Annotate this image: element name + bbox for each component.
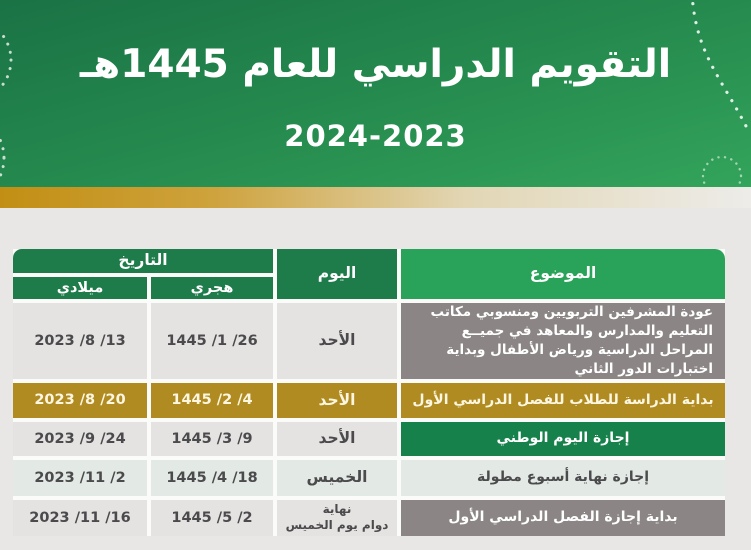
row-4-subject: إجازة نهاية أسبوع مطولة: [401, 460, 725, 496]
row-1-subject: عودة المشرفين التربويين ومنسوبي مكاتب ال…: [401, 303, 725, 379]
row-3-subject: إجازة اليوم الوطني: [401, 422, 725, 456]
row-5-day-line-2: دوام يوم الخميس: [285, 518, 389, 532]
header-date-group: التاريخ: [13, 249, 273, 273]
row-2-hijri-date: 4/ 2/ 1445: [151, 383, 273, 418]
header-banner: التقويم الدراسي للعام 1445هـ 2024-2023: [0, 0, 751, 187]
row-4-gregorian-date: 2/ 11/ 2023: [13, 460, 147, 496]
row-5-hijri-date: 2/ 5/ 1445: [151, 500, 273, 536]
header-day: اليوم: [277, 249, 397, 299]
row-5-gregorian-date: 16/ 11/ 2023: [13, 500, 147, 536]
header-gregorian: ميلادي: [13, 277, 147, 299]
row-1-day: الأحد: [277, 303, 397, 379]
row-2-subject: بداية الدراسة للطلاب للفصل الدراسي الأول: [401, 383, 725, 418]
page-title: التقويم الدراسي للعام 1445هـ: [79, 42, 672, 87]
row-4-day: الخميس: [277, 460, 397, 496]
row-2-day: الأحد: [277, 383, 397, 418]
row-2-gregorian-date: 20/ 8/ 2023: [13, 383, 147, 418]
row-4-hijri-date: 18/ 4/ 1445: [151, 460, 273, 496]
page-subtitle: 2024-2023: [284, 119, 467, 153]
dotted-decoration: [0, 0, 751, 187]
row-3-hijri-date: 9/ 3/ 1445: [151, 422, 273, 456]
row-3-gregorian-date: 24/ 9/ 2023: [13, 422, 147, 456]
row-5-day: نهاية دوام يوم الخميس: [277, 500, 397, 536]
header-subject: الموضوع: [401, 249, 725, 299]
row-3-day: الأحد: [277, 422, 397, 456]
row-5-day-line-1: نهاية: [322, 502, 352, 517]
gold-divider-strip: [0, 187, 751, 208]
row-1-hijri-date: 26/ 1/ 1445: [151, 303, 273, 379]
row-1-gregorian-date: 13/ 8/ 2023: [13, 303, 147, 379]
header-hijri: هجري: [151, 277, 273, 299]
calendar-table: الموضوع اليوم التاريخ هجري ميلادي عودة ا…: [13, 249, 725, 536]
row-5-subject: بداية إجازة الفصل الدراسي الأول: [401, 500, 725, 536]
